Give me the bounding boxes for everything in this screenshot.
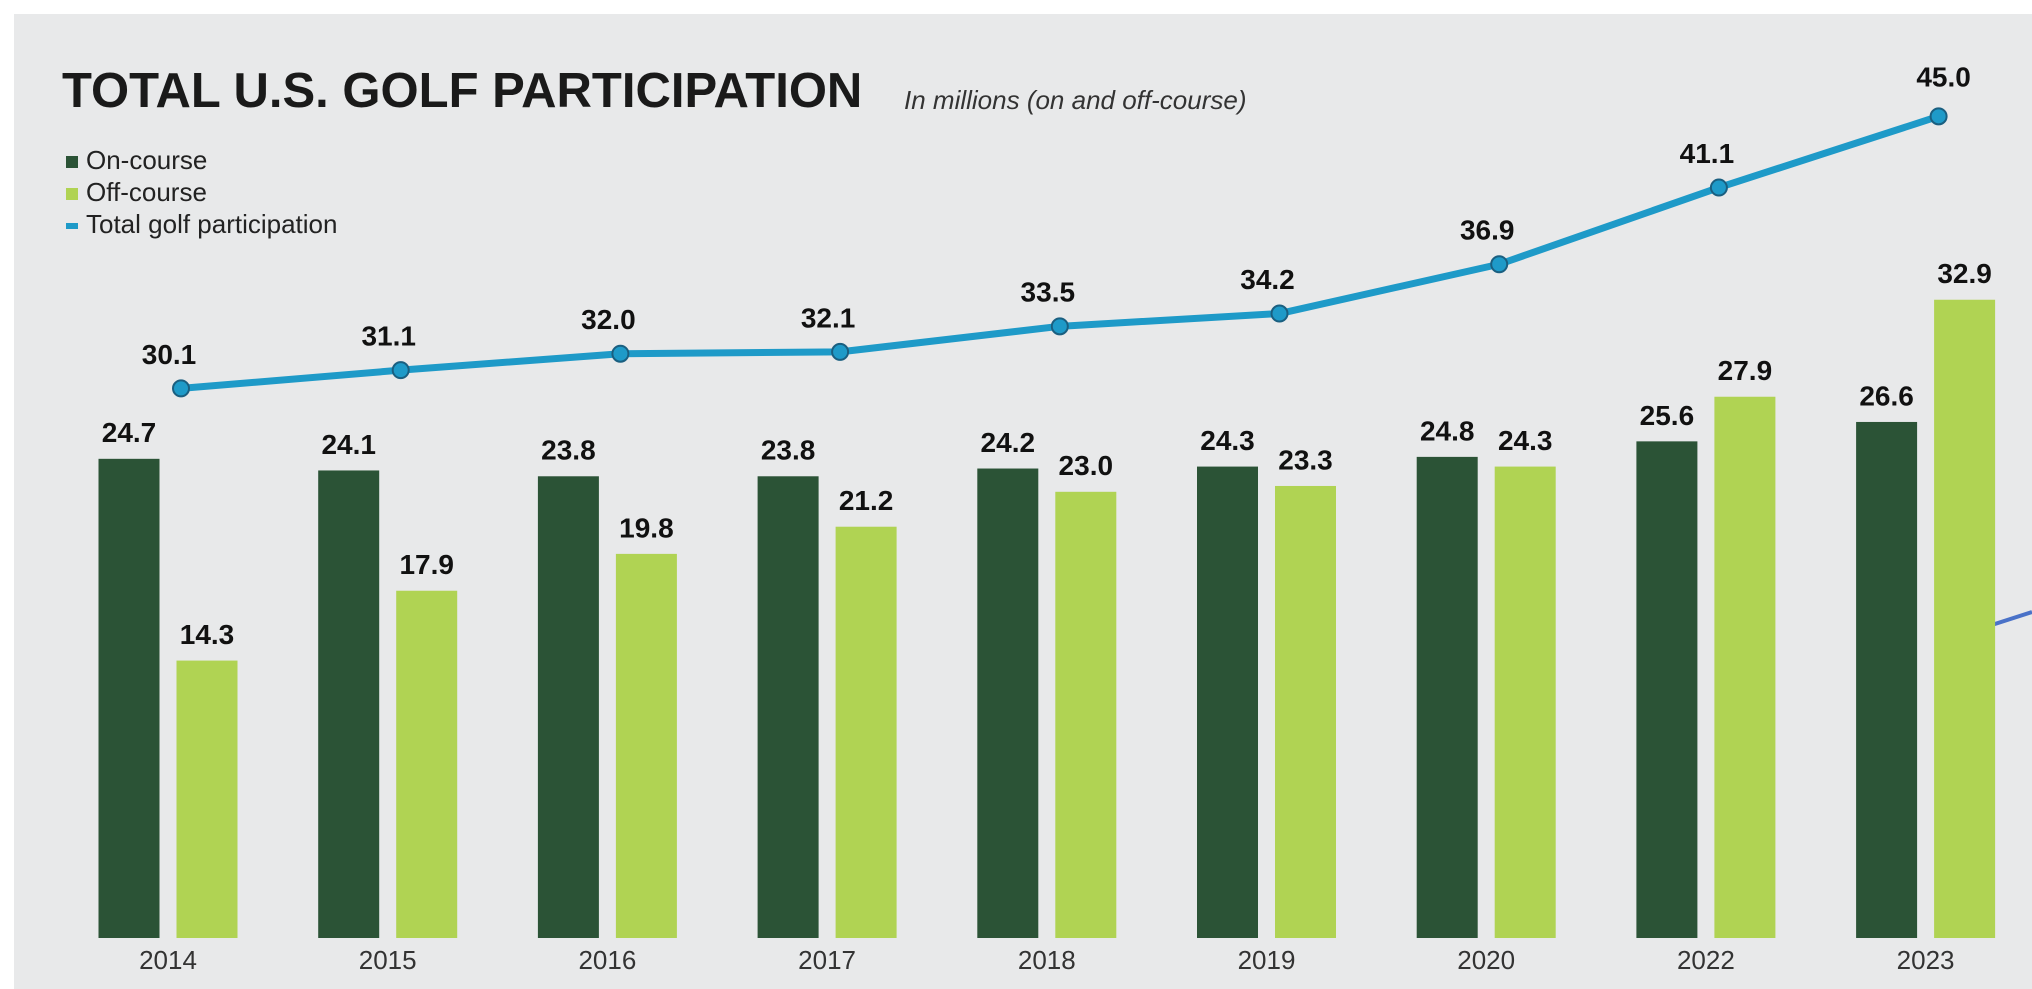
legend-swatch <box>66 156 78 168</box>
legend-swatch <box>66 188 78 200</box>
chart-title: TOTAL U.S. GOLF PARTICIPATION <box>62 64 862 118</box>
data-label: 14.3 <box>180 619 235 650</box>
data-label: 30.1 <box>142 339 197 370</box>
bar <box>1197 466 1258 938</box>
line-point <box>1050 317 1069 336</box>
line-point <box>1490 255 1509 274</box>
bar <box>98 458 160 938</box>
line-point <box>1929 107 1948 126</box>
legend-label: On-course <box>86 145 207 175</box>
bar <box>1934 299 1996 938</box>
bar <box>757 476 819 938</box>
legend-label: Off-course <box>86 177 207 207</box>
data-label: 26.6 <box>1859 380 1914 411</box>
line-point <box>611 344 630 363</box>
x-tick-label: 2020 <box>1457 945 1515 975</box>
bar <box>1636 441 1698 938</box>
x-tick-label: 2015 <box>359 945 417 975</box>
x-tick-label: 2019 <box>1238 945 1296 975</box>
bar <box>977 468 1039 938</box>
x-tick-label: 2017 <box>798 945 856 975</box>
data-label: 24.7 <box>102 417 157 448</box>
data-label: 32.0 <box>581 304 636 335</box>
line-point <box>1709 178 1728 197</box>
x-tick-label: 2014 <box>139 945 197 975</box>
data-label: 41.1 <box>1680 138 1735 169</box>
x-tick-label: 2018 <box>1018 945 1076 975</box>
bar <box>396 590 458 938</box>
data-label: 23.8 <box>761 435 816 466</box>
bar <box>1275 485 1336 938</box>
x-tick-label: 2022 <box>1677 945 1735 975</box>
data-label: 27.9 <box>1718 355 1773 386</box>
legend-swatch <box>66 223 78 229</box>
data-label: 23.8 <box>541 435 596 466</box>
data-label: 33.5 <box>1021 277 1076 308</box>
x-tick-label: 2023 <box>1897 945 1955 975</box>
bar <box>1494 466 1556 938</box>
bar <box>1714 396 1776 938</box>
data-label: 25.6 <box>1640 400 1695 431</box>
bar <box>1856 421 1918 939</box>
x-tick-label: 2016 <box>578 945 636 975</box>
data-label: 19.8 <box>619 512 674 543</box>
data-label: 36.9 <box>1460 215 1515 246</box>
data-label: 32.9 <box>1937 258 1992 289</box>
bar <box>176 660 238 938</box>
chart-subtitle: In millions (on and off-course) <box>904 85 1246 115</box>
data-label: 34.2 <box>1240 264 1295 295</box>
data-label: 24.3 <box>1498 425 1553 456</box>
data-label: 45.0 <box>1916 62 1971 93</box>
line-point <box>831 342 850 361</box>
line-point <box>172 379 190 398</box>
data-label: 21.2 <box>839 485 894 516</box>
data-label: 24.1 <box>321 429 376 460</box>
bar <box>615 553 677 938</box>
bar <box>1416 456 1478 938</box>
bar <box>835 526 897 938</box>
bar <box>537 476 599 938</box>
data-label: 24.8 <box>1420 415 1475 446</box>
data-label: 23.3 <box>1278 444 1333 475</box>
legend-label: Total golf participation <box>86 209 337 239</box>
data-label: 17.9 <box>399 549 454 580</box>
bar <box>318 470 380 938</box>
data-label: 31.1 <box>361 321 416 352</box>
data-label: 24.2 <box>981 427 1036 458</box>
bar <box>1055 491 1117 938</box>
line-point <box>1270 304 1289 323</box>
data-label: 23.0 <box>1059 450 1114 481</box>
data-label: 32.1 <box>801 302 856 333</box>
line-point <box>391 361 410 380</box>
data-label: 24.3 <box>1200 425 1255 456</box>
